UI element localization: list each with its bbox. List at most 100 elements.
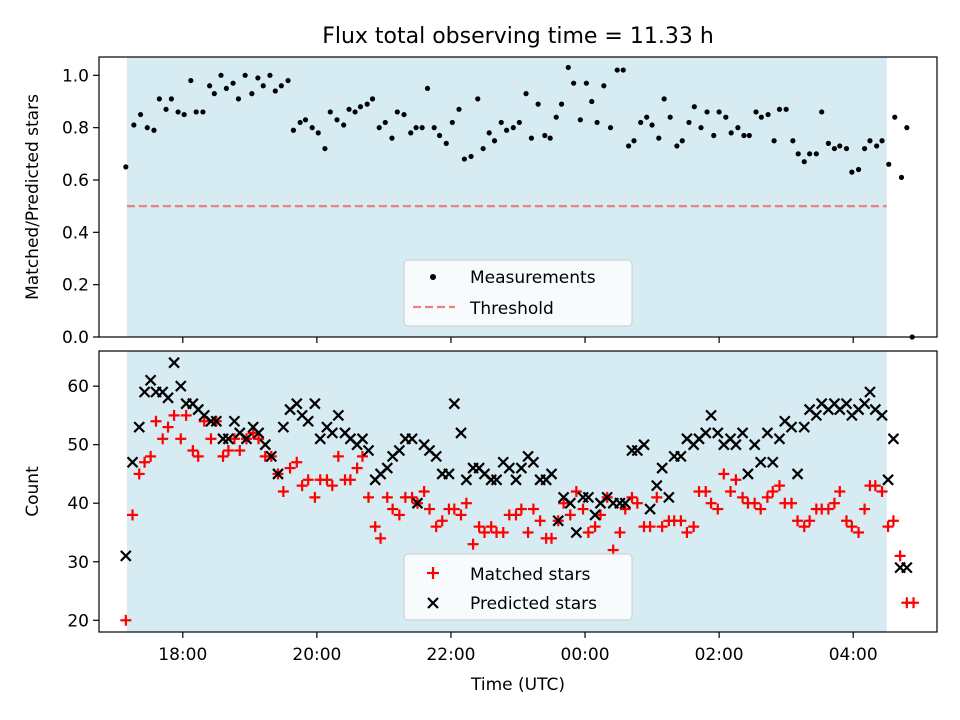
predicted-star-point xyxy=(144,374,157,387)
matched-star-point xyxy=(424,503,436,515)
y-tick-label: 20 xyxy=(67,611,89,631)
x-tick-label: 22:00 xyxy=(426,645,475,665)
measurement-point xyxy=(667,114,673,120)
predicted-star-point xyxy=(168,356,180,369)
matched-star-point xyxy=(234,445,246,457)
predicted-star-point xyxy=(699,427,712,439)
predicted-star-point xyxy=(362,444,375,457)
measurement-point xyxy=(267,72,273,78)
predicted-star-point xyxy=(175,380,187,392)
predicted-star-point xyxy=(503,462,516,474)
measurement-point xyxy=(674,143,680,149)
predicted-star-point xyxy=(650,479,663,492)
matched-star-point xyxy=(510,509,522,521)
predicted-star-point xyxy=(411,497,424,509)
predicted-star-point xyxy=(773,433,786,445)
matched-star-point xyxy=(887,515,899,527)
predicted-star-point xyxy=(210,415,223,428)
predicted-star-point xyxy=(705,409,717,422)
measurement-point xyxy=(686,119,692,126)
measurement-point xyxy=(728,130,734,136)
matched-star-point xyxy=(356,450,368,462)
matched-star-point xyxy=(828,497,840,509)
predicted-star-point xyxy=(272,468,284,480)
measurement-point xyxy=(516,119,522,126)
matched-star-point xyxy=(761,491,773,503)
measurement-point xyxy=(260,83,266,89)
predicted-star-point xyxy=(265,450,278,463)
matched-star-point xyxy=(908,597,920,609)
matched-star-point xyxy=(822,503,834,515)
measurement-point xyxy=(776,106,783,112)
matched-star-point xyxy=(705,497,717,509)
matched-star-point xyxy=(534,515,546,527)
measurement-point xyxy=(589,98,595,105)
matched-star-point xyxy=(228,433,240,445)
predicted-star-point xyxy=(448,397,461,410)
measurement-point xyxy=(309,125,315,131)
measurement-point xyxy=(144,125,150,131)
measurement-point xyxy=(510,125,516,131)
measurement-point xyxy=(620,67,626,73)
matched-star-point xyxy=(589,521,601,533)
top-y-axis-label: Matched/Predicted stars xyxy=(23,94,43,300)
measurement-point xyxy=(571,80,577,86)
measurement-point xyxy=(528,135,535,141)
predicted-star-point xyxy=(552,514,565,527)
matched-star-point xyxy=(363,491,375,503)
measurement-point xyxy=(230,80,236,86)
matched-star-point xyxy=(718,468,730,480)
measurement-point xyxy=(795,151,801,157)
predicted-star-point xyxy=(162,392,174,404)
measurement-point xyxy=(382,119,388,126)
predicted-star-point xyxy=(589,509,601,521)
matched-star-point xyxy=(162,421,174,433)
measurement-point xyxy=(302,117,309,123)
matched-star-point xyxy=(344,474,356,486)
predicted-star-point xyxy=(766,456,779,469)
matched-star-point xyxy=(527,503,539,515)
matched-star-point xyxy=(436,515,448,527)
matched-star-point xyxy=(564,509,576,521)
measurement-point xyxy=(449,119,455,126)
matched-star-point xyxy=(309,491,321,503)
measurement-point xyxy=(523,91,529,97)
predicted-star-point xyxy=(730,438,742,451)
measurement-point xyxy=(193,109,199,115)
matched-star-point xyxy=(840,515,852,527)
measurement-point xyxy=(542,132,548,139)
measurement-point xyxy=(861,145,868,152)
matched-star-point xyxy=(700,486,712,497)
predicted-star-point xyxy=(785,421,798,433)
bottom-panel: 20 30 40 50 60 18:00 20:00 22:00 00:00 02:00 04:0… xyxy=(23,350,938,695)
matched-star-point xyxy=(180,409,192,421)
measurement-point xyxy=(200,109,206,115)
measurement-point xyxy=(535,101,541,107)
predicted-star-point xyxy=(277,421,290,433)
matched-star-point xyxy=(296,480,308,492)
measurement-point xyxy=(156,96,162,102)
measurement-point xyxy=(285,77,291,84)
measurement-point xyxy=(297,119,303,126)
predicted-star-point xyxy=(761,427,774,439)
measurement-point xyxy=(577,117,583,123)
x-tick-label: 18:00 xyxy=(158,645,207,665)
measurement-point xyxy=(698,125,704,131)
measurement-point xyxy=(175,109,181,115)
matched-star-point xyxy=(786,497,798,509)
predicted-star-point xyxy=(644,503,656,515)
measurement-point xyxy=(431,125,437,131)
measurement-point xyxy=(131,122,137,128)
matched-star-point xyxy=(157,433,169,445)
top-legend-box xyxy=(403,259,633,327)
x-tick-label: 02:00 xyxy=(695,645,744,665)
measurement-point xyxy=(594,119,600,126)
measurement-point xyxy=(163,106,169,112)
y-tick-label: 40 xyxy=(67,494,89,514)
measurement-point xyxy=(480,145,486,152)
predicted-star-point xyxy=(228,415,241,428)
measurement-point xyxy=(207,83,213,89)
measurement-point xyxy=(242,72,248,78)
predicted-star-point xyxy=(460,474,473,486)
measurement-point xyxy=(218,72,224,78)
